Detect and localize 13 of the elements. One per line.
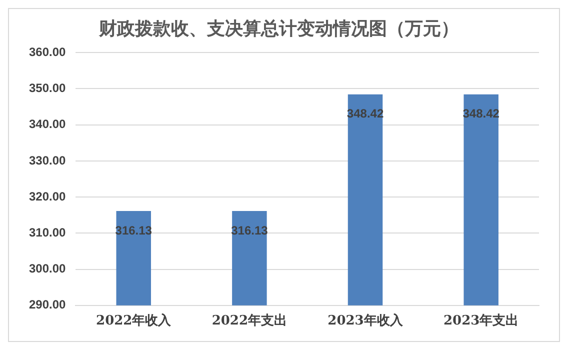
- x-tick-label: 2023年支出: [443, 314, 519, 329]
- y-tick-label: 350.00: [29, 81, 66, 96]
- y-tick-label: 290.00: [29, 298, 66, 312]
- y-tick-label: 320.00: [29, 189, 66, 204]
- y-tick-label: 310.00: [29, 225, 66, 240]
- y-tick-label: 300.00: [29, 262, 66, 276]
- y-tick-label: 360.00: [29, 44, 66, 59]
- x-tick-label: 2022年支出: [212, 314, 288, 329]
- chart-title: 财政拨款收、支决算总计变动情况图（万元）: [98, 18, 459, 40]
- y-tick-label: 340.00: [29, 117, 66, 132]
- x-tick-label: 2022年收入: [96, 312, 172, 329]
- y-tick-label: 330.00: [29, 153, 66, 168]
- x-tick-label: 2023年收入: [328, 312, 404, 329]
